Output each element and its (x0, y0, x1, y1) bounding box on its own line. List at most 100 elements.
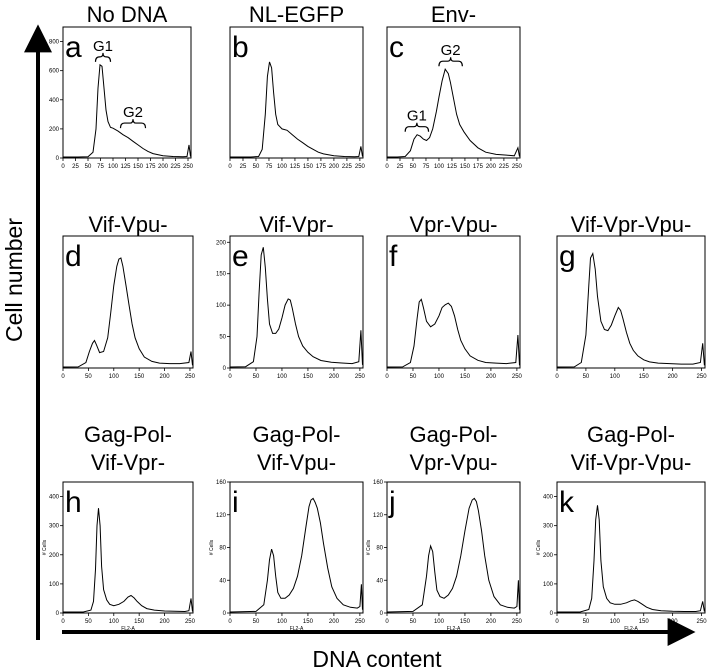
x-tick-label: 0 (385, 164, 389, 170)
histogram-line-h (63, 508, 193, 613)
x-tick-label: 250 (185, 619, 196, 625)
panel-title: NL-EGFP (249, 2, 344, 27)
x-tick-label: 200 (160, 619, 171, 625)
x-tick-label: 0 (555, 619, 559, 625)
panel-frame (62, 481, 194, 614)
y-tick-label: 200 (49, 127, 60, 133)
y-axis-small-label: # Cells (366, 539, 372, 555)
panel-title: Vpr-Vpu- (409, 212, 497, 237)
panel-frame (386, 26, 521, 159)
x-tick-label: 200 (486, 374, 497, 380)
histogram-line-k (557, 505, 705, 613)
panel-letter: a (65, 31, 82, 64)
x-tick-label: 250 (697, 374, 708, 380)
panel-frame (229, 235, 364, 369)
x-tick-label: 50 (583, 619, 590, 625)
x-tick-label: 50 (253, 374, 260, 380)
x-tick-label: 50 (85, 164, 92, 170)
panel-title: No DNA (87, 2, 168, 27)
x-tick-label: 200 (486, 164, 497, 170)
y-tick-label: 300 (543, 524, 554, 530)
panel-frame (62, 235, 194, 369)
panel-letter: k (559, 486, 575, 519)
panel-h: Gag-Pol- Vif-Vpr-h 0 50 100 150 200 250 0 100 200 3… (42, 422, 196, 632)
y-tick-label: 80 (376, 546, 383, 552)
gate-label: G2 (441, 42, 461, 59)
x-tick-label: 250 (512, 619, 523, 625)
x-tick-label: 100 (109, 619, 120, 625)
histogram-line-f (386, 298, 520, 368)
y-tick-label: 150 (216, 272, 227, 278)
x-tick-label: 75 (266, 164, 273, 170)
gate-label: G2 (123, 104, 143, 121)
x-tick-label: 200 (160, 374, 171, 380)
panel-frame (556, 481, 706, 614)
x-tick-label: 225 (499, 164, 510, 170)
panel-subtitle: Vif-Vpu- (257, 450, 336, 475)
x-tick-label: 225 (342, 164, 353, 170)
x-tick-label: 0 (61, 619, 65, 625)
x-tick-label: 100 (109, 374, 120, 380)
x-tick-label: 250 (355, 164, 366, 170)
x-axis-small-label: FL2-A (624, 626, 638, 632)
panel-i: Gag-Pol- Vif-Vpu-i 0 50 100 150 200 250 0 40 80 120… (209, 422, 366, 632)
x-tick-label: 150 (639, 619, 650, 625)
x-tick-label: 100 (434, 619, 445, 625)
panel-letter: g (559, 240, 576, 273)
y-tick-label: 800 (49, 40, 60, 46)
x-tick-label: 50 (583, 374, 590, 380)
x-tick-label: 75 (97, 164, 104, 170)
panel-letter: d (65, 240, 82, 273)
x-tick-label: 50 (410, 164, 417, 170)
x-tick-label: 250 (355, 374, 366, 380)
y-tick-label: 400 (49, 495, 60, 501)
y-tick-label: 40 (376, 578, 383, 584)
x-tick-label: 0 (228, 374, 232, 380)
x-axis-small-label: FL2-A (290, 626, 304, 632)
x-tick-label: 125 (447, 164, 458, 170)
y-axis-small-label: # Cells (209, 539, 215, 555)
panel-subtitle: Vpr-Vpu- (409, 450, 497, 475)
x-tick-label: 50 (85, 619, 92, 625)
x-tick-label: 50 (253, 619, 260, 625)
x-tick-label: 250 (185, 374, 196, 380)
x-tick-label: 150 (460, 164, 471, 170)
x-tick-label: 75 (423, 164, 430, 170)
x-tick-label: 0 (385, 619, 389, 625)
y-tick-label: 160 (216, 480, 227, 486)
y-tick-label: 100 (216, 303, 227, 309)
panel-title: Vif-Vpr- (259, 212, 333, 237)
y-tick-label: 50 (219, 335, 226, 341)
x-tick-label: 50 (85, 374, 92, 380)
y-tick-label: 400 (543, 495, 554, 501)
y-tick-label: 600 (49, 69, 60, 75)
x-tick-label: 0 (555, 374, 559, 380)
x-tick-label: 100 (610, 619, 621, 625)
x-tick-label: 100 (434, 164, 445, 170)
panel-title: Vif-Vpr-Vpu- (571, 212, 692, 237)
x-tick-label: 100 (277, 619, 288, 625)
panel-title: Gag-Pol- (252, 422, 340, 447)
x-tick-label: 50 (410, 374, 417, 380)
x-tick-label: 200 (668, 619, 679, 625)
panel-k: Gag-Pol- Vif-Vpr-Vpu-k 0 50 100 150 200 250 0 100… (536, 422, 707, 632)
x-tick-label: 100 (277, 374, 288, 380)
y-tick-label: 120 (216, 513, 227, 519)
y-tick-label: 0 (550, 611, 554, 617)
x-tick-label: 50 (253, 164, 260, 170)
panel-title: Gag-Pol- (587, 422, 675, 447)
y-tick-label: 100 (543, 582, 554, 588)
y-tick-label: 0 (56, 156, 60, 162)
y-axis-small-label: # Cells (536, 539, 542, 555)
panel-title: Gag-Pol- (409, 422, 497, 447)
x-tick-label: 150 (134, 619, 145, 625)
panel-title: Env- (431, 2, 476, 27)
panel-frame (229, 26, 364, 159)
panel-letter: c (389, 31, 404, 64)
x-tick-label: 100 (610, 374, 621, 380)
panel-letter: i (232, 486, 239, 519)
y-tick-label: 160 (373, 480, 384, 486)
x-tick-label: 200 (329, 374, 340, 380)
x-tick-label: 200 (329, 619, 340, 625)
